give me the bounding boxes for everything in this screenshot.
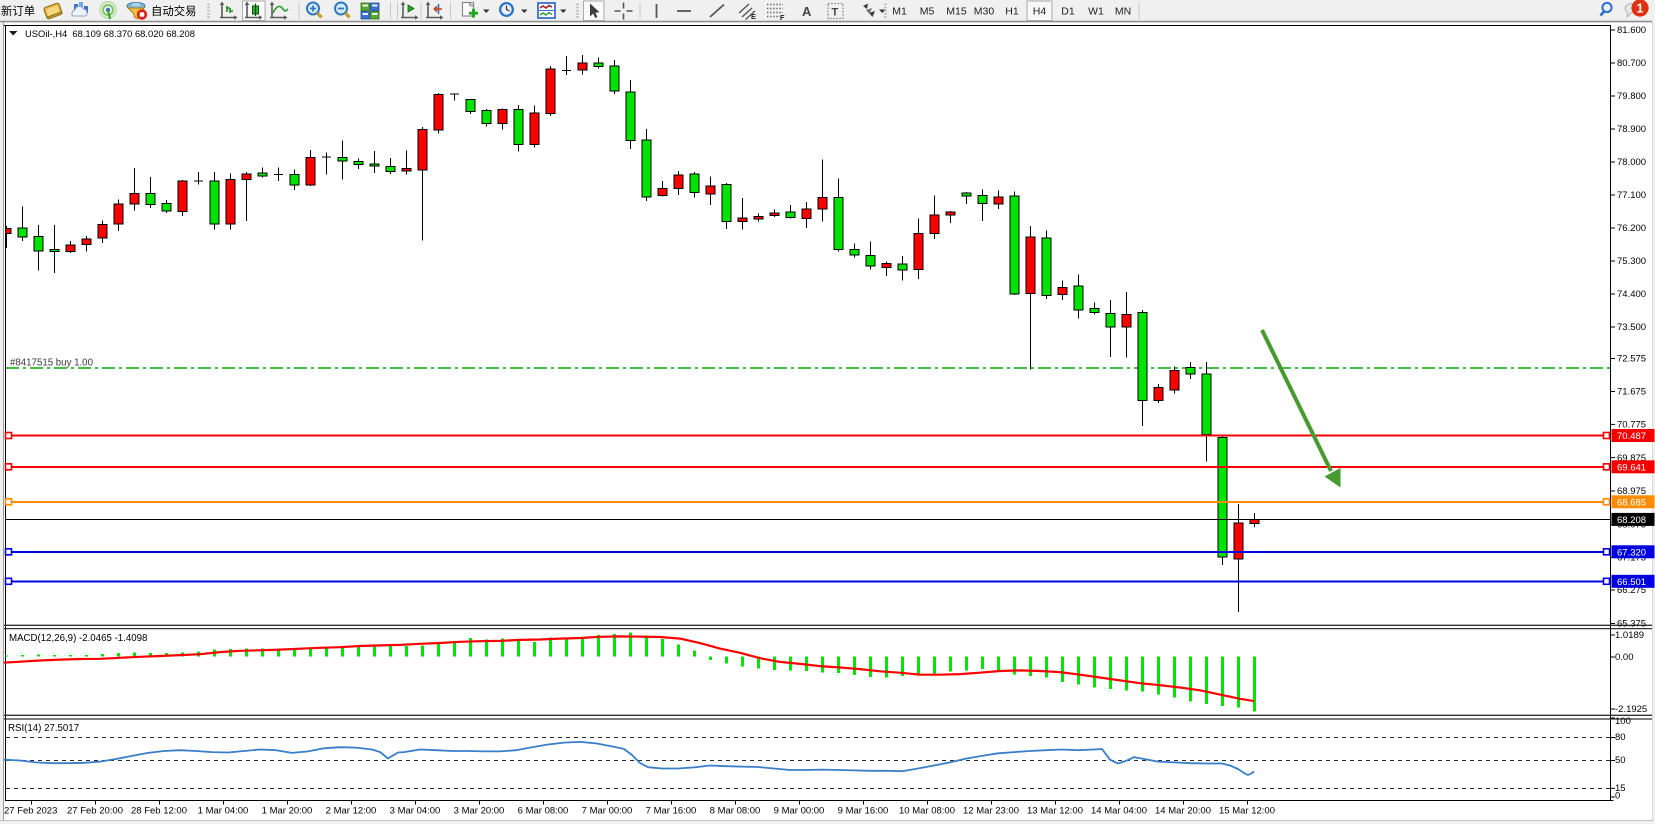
svg-text:1 Mar 04:00: 1 Mar 04:00 [198, 806, 249, 817]
svg-text:74.400: 74.400 [1617, 289, 1646, 300]
svg-text:H4: H4 [1033, 6, 1047, 18]
svg-text:MACD(12,26,9) -2.0465 -1.4098: MACD(12,26,9) -2.0465 -1.4098 [9, 633, 147, 644]
svg-text:M30: M30 [974, 6, 995, 18]
svg-text:73.500: 73.500 [1617, 322, 1646, 333]
svg-text:78.000: 78.000 [1617, 157, 1646, 168]
svg-text:100: 100 [1615, 716, 1631, 727]
svg-text:D1: D1 [1061, 6, 1075, 18]
svg-text:77.100: 77.100 [1617, 190, 1646, 201]
svg-text:69.875: 69.875 [1617, 453, 1646, 464]
svg-text:76.200: 76.200 [1617, 223, 1646, 234]
svg-text:M5: M5 [920, 6, 935, 18]
svg-text:71.675: 71.675 [1617, 387, 1646, 398]
svg-text:79.800: 79.800 [1617, 91, 1646, 102]
svg-text:67.320: 67.320 [1617, 547, 1646, 558]
svg-text:H1: H1 [1005, 6, 1019, 18]
svg-text:7 Mar 00:00: 7 Mar 00:00 [582, 806, 633, 817]
svg-text:68.685: 68.685 [1617, 497, 1646, 508]
svg-text:9 Mar 00:00: 9 Mar 00:00 [774, 806, 825, 817]
svg-text:F: F [780, 13, 785, 22]
svg-text:MN: MN [1115, 6, 1131, 18]
svg-text:M15: M15 [946, 6, 967, 18]
svg-text:14 Mar 04:00: 14 Mar 04:00 [1091, 806, 1147, 817]
svg-text:A: A [802, 4, 812, 19]
svg-text:6 Mar 08:00: 6 Mar 08:00 [518, 806, 569, 817]
svg-text:2 Mar 12:00: 2 Mar 12:00 [326, 806, 377, 817]
svg-text:15: 15 [1615, 783, 1626, 794]
svg-text:-2.1925: -2.1925 [1615, 704, 1647, 715]
svg-text:68.975: 68.975 [1617, 486, 1646, 497]
svg-text:78.900: 78.900 [1617, 124, 1646, 135]
svg-text:M1: M1 [892, 6, 907, 18]
svg-text:12 Mar 23:00: 12 Mar 23:00 [963, 806, 1019, 817]
svg-text:0: 0 [1615, 791, 1620, 802]
svg-text:3 Mar 20:00: 3 Mar 20:00 [454, 806, 505, 817]
svg-text:50: 50 [1615, 755, 1626, 766]
svg-text:7 Mar 16:00: 7 Mar 16:00 [646, 806, 697, 817]
svg-text:10 Mar 08:00: 10 Mar 08:00 [899, 806, 955, 817]
svg-text:1 Mar 20:00: 1 Mar 20:00 [262, 806, 313, 817]
svg-text:66.275: 66.275 [1617, 585, 1646, 596]
svg-text:0.00: 0.00 [1615, 652, 1634, 663]
svg-text:新订单: 新订单 [1, 4, 35, 18]
svg-text:27 Feb 20:00: 27 Feb 20:00 [67, 806, 123, 817]
svg-text:RSI(14) 27.5017: RSI(14) 27.5017 [8, 723, 79, 734]
svg-text:72.575: 72.575 [1617, 354, 1646, 365]
svg-text:66.501: 66.501 [1617, 577, 1646, 588]
svg-text:自动交易: 自动交易 [151, 4, 197, 18]
svg-text:E: E [751, 12, 756, 21]
svg-text:8 Mar 08:00: 8 Mar 08:00 [710, 806, 761, 817]
svg-text:65.375: 65.375 [1617, 619, 1646, 630]
svg-text:USOil-,H4 68.109 68.370 68.02: USOil-,H4 68.109 68.370 68.020 68.208 [25, 28, 195, 39]
svg-text:80: 80 [1615, 732, 1626, 743]
svg-text:3 Mar 04:00: 3 Mar 04:00 [390, 806, 441, 817]
svg-text:13 Mar 12:00: 13 Mar 12:00 [1027, 806, 1083, 817]
svg-text:#8417515 buy 1.00: #8417515 buy 1.00 [10, 358, 94, 369]
svg-text:27 Feb 2023: 27 Feb 2023 [4, 806, 57, 817]
svg-text:14 Mar 20:00: 14 Mar 20:00 [1155, 806, 1211, 817]
svg-text:W1: W1 [1088, 6, 1104, 18]
svg-text:15 Mar 12:00: 15 Mar 12:00 [1219, 806, 1275, 817]
svg-text:75.300: 75.300 [1617, 256, 1646, 267]
svg-text:70.487: 70.487 [1617, 431, 1646, 442]
svg-text:1: 1 [1637, 1, 1644, 15]
svg-text:1.0189: 1.0189 [1615, 630, 1644, 641]
svg-text:69.641: 69.641 [1617, 462, 1646, 473]
svg-text:70.775: 70.775 [1617, 420, 1646, 431]
svg-text:80.700: 80.700 [1617, 58, 1646, 69]
svg-text:28 Feb 12:00: 28 Feb 12:00 [131, 806, 187, 817]
svg-text:81.600: 81.600 [1617, 25, 1646, 36]
svg-text:68.208: 68.208 [1617, 515, 1646, 526]
svg-text:9 Mar 16:00: 9 Mar 16:00 [838, 806, 889, 817]
svg-text:T: T [832, 7, 839, 19]
